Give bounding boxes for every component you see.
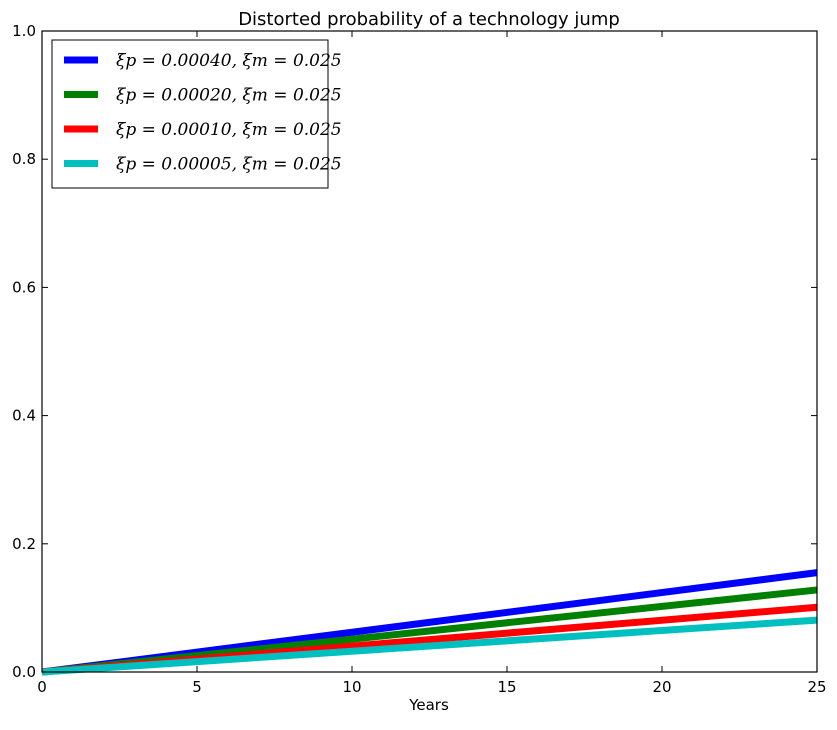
y-tick-label: 0.6 <box>12 278 36 296</box>
x-tick-label: 0 <box>37 678 47 696</box>
axes-frame <box>41 30 818 673</box>
x-tick-label: 20 <box>652 678 671 696</box>
legend: ξp = 0.00040, ξm = 0.025 ξp = 0.00020, ξm… <box>51 39 342 189</box>
x-tick-label: 5 <box>192 678 202 696</box>
x-tick-label: 25 <box>807 678 826 696</box>
series-line-4 <box>41 616 818 676</box>
x-tick-label: 15 <box>497 678 516 696</box>
legend-label: ξp = 0.00005, ξm = 0.025 <box>116 155 342 175</box>
x-axis-label: Years <box>408 696 449 714</box>
series-lines <box>41 569 818 676</box>
legend-label: ξp = 0.00020, ξm = 0.025 <box>116 86 342 106</box>
legend-label: ξp = 0.00040, ξm = 0.025 <box>116 51 342 71</box>
y-tick-label: 0.2 <box>12 535 36 553</box>
y-tick-label: 0.0 <box>12 663 36 681</box>
x-tick-label: 10 <box>342 678 361 696</box>
chart-title: Distorted probability of a technology ju… <box>238 9 620 30</box>
y-tick-label: 0.4 <box>12 407 36 425</box>
legend-label: ξp = 0.00010, ξm = 0.025 <box>116 120 342 140</box>
y-tick-label: 1.0 <box>12 22 36 40</box>
axis-ticks: 0 5 10 15 20 25 0.0 0.2 0.4 0.6 0.8 1.0 <box>12 22 826 696</box>
y-tick-label: 0.8 <box>12 150 36 168</box>
